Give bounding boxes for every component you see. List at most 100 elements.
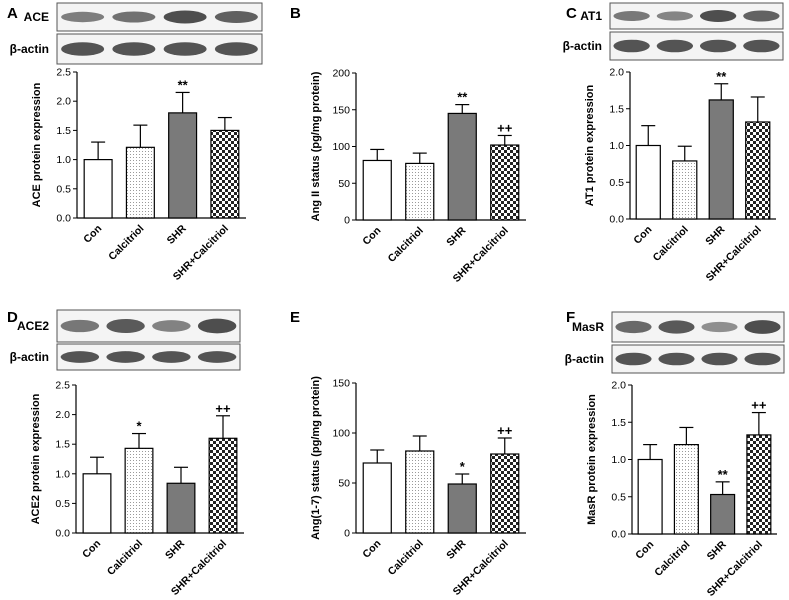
category-label: Calcitriol [106, 223, 146, 263]
actin-band [152, 351, 191, 363]
bar-con [83, 159, 113, 219]
bar-shr-calcitriol [745, 121, 771, 220]
y-tick-label: 2.0 [609, 67, 624, 79]
actin-label: β-actin [10, 350, 49, 364]
bar-con [362, 462, 392, 534]
actin-band [615, 352, 652, 366]
protein-band [106, 318, 145, 334]
protein-blot [56, 309, 241, 343]
category-label: Calcitriol [105, 538, 145, 578]
y-axis-label: AT1 protein expression [584, 85, 596, 207]
y-tick-label: 0.5 [609, 177, 624, 189]
actin-band [214, 42, 258, 56]
bar-shr [447, 483, 477, 534]
protein-band [112, 11, 156, 23]
y-tick-label: 0.0 [609, 214, 624, 226]
significance-mark: * [460, 459, 466, 474]
protein-band [701, 321, 738, 333]
bar-shr-calcitriol [208, 437, 238, 534]
bar-shr-calcitriol [210, 129, 240, 219]
significance-mark: ++ [497, 120, 513, 135]
protein-band [699, 10, 737, 22]
panel-d: D ACE2 β-actin 0.0 0.5 1.0 1.5 2.0 2.5 ACE2 prote… [7, 309, 244, 598]
protein-band [615, 320, 652, 334]
bar-calcitriol [405, 450, 435, 534]
y-tick-label: 50 [338, 478, 350, 490]
panel-letter: A [7, 5, 18, 22]
bar-calcitriol [673, 444, 699, 535]
bar-calcitriol [672, 160, 698, 220]
bar-calcitriol [125, 146, 155, 219]
protein-band [613, 11, 650, 21]
actin-band [106, 351, 145, 363]
y-tick-label: 0 [344, 215, 350, 227]
actin-band [163, 42, 207, 56]
category-label: Con [80, 538, 103, 561]
significance-mark: ** [457, 90, 468, 105]
y-tick-label: 1.5 [609, 103, 624, 115]
y-tick-label: 1.0 [609, 140, 624, 152]
y-tick-label: 2.5 [56, 67, 71, 79]
y-tick-label: 0.5 [56, 183, 71, 195]
panel-letter: D [7, 309, 18, 326]
protein-band [658, 320, 695, 334]
actin-band [743, 39, 780, 53]
actin-band [613, 39, 650, 53]
bar-shr [708, 99, 734, 220]
panel-letter: B [290, 5, 301, 22]
bar-shr-calcitriol [490, 144, 520, 221]
protein-band [60, 319, 100, 333]
category-label: Con [631, 224, 654, 247]
category-label: Con [633, 539, 656, 562]
category-label: SHR [705, 538, 729, 562]
y-tick-label: 0.5 [55, 498, 70, 510]
actin-band [61, 42, 105, 56]
y-tick-label: 1.5 [55, 439, 70, 451]
category-label: SHR [703, 223, 727, 247]
panel-b: B 0 50 100 150 200 Ang II status (pg/mg protei… [290, 5, 526, 285]
y-tick-label: 2.0 [611, 380, 626, 392]
significance-mark: ** [716, 69, 727, 84]
significance-mark: ++ [497, 423, 513, 438]
y-axis-label: Ang II status (pg/mg protein) [310, 71, 322, 221]
y-axis-label: Ang(1-7) status (pg/mg protein) [310, 376, 322, 540]
y-tick-label: 100 [332, 428, 350, 440]
actin-band [658, 352, 695, 366]
significance-mark: * [136, 419, 142, 434]
protein-blot [56, 2, 263, 32]
category-label: Con [81, 223, 104, 246]
protein-label: MasR [572, 320, 604, 334]
actin-blot [609, 31, 784, 61]
bar-shr [168, 112, 198, 219]
y-tick-label: 100 [332, 141, 350, 153]
y-tick-label: 2.0 [55, 409, 70, 421]
panel-e: E 0 50 100 150 Ang(1-7) status (pg/mg protein… [290, 309, 526, 598]
actin-label: β-actin [563, 39, 602, 53]
significance-mark: ++ [215, 401, 231, 416]
actin-band [112, 42, 156, 56]
protein-band [61, 11, 105, 23]
protein-band [152, 320, 191, 332]
bar-shr [710, 493, 736, 535]
y-tick-label: 0 [344, 528, 350, 540]
significance-mark: ** [718, 467, 729, 482]
y-tick-label: 150 [332, 104, 350, 116]
protein-blot [609, 2, 784, 30]
panel-letter: F [566, 309, 575, 326]
protein-band [197, 318, 237, 334]
actin-blot [56, 33, 263, 65]
significance-mark: ++ [751, 398, 767, 413]
protein-band [744, 320, 781, 334]
y-axis-label: ACE2 protein expression [30, 393, 42, 524]
protein-blot [611, 311, 785, 343]
bar-shr-calcitriol [746, 434, 772, 535]
y-tick-label: 1.5 [56, 125, 71, 137]
actin-band [701, 352, 738, 366]
category-label: Calcitriol [386, 225, 426, 265]
protein-label: ACE [24, 10, 49, 24]
y-axis-label: ACE protein expression [31, 82, 43, 207]
category-label: Calcitriol [652, 539, 692, 579]
protein-band [214, 11, 258, 23]
